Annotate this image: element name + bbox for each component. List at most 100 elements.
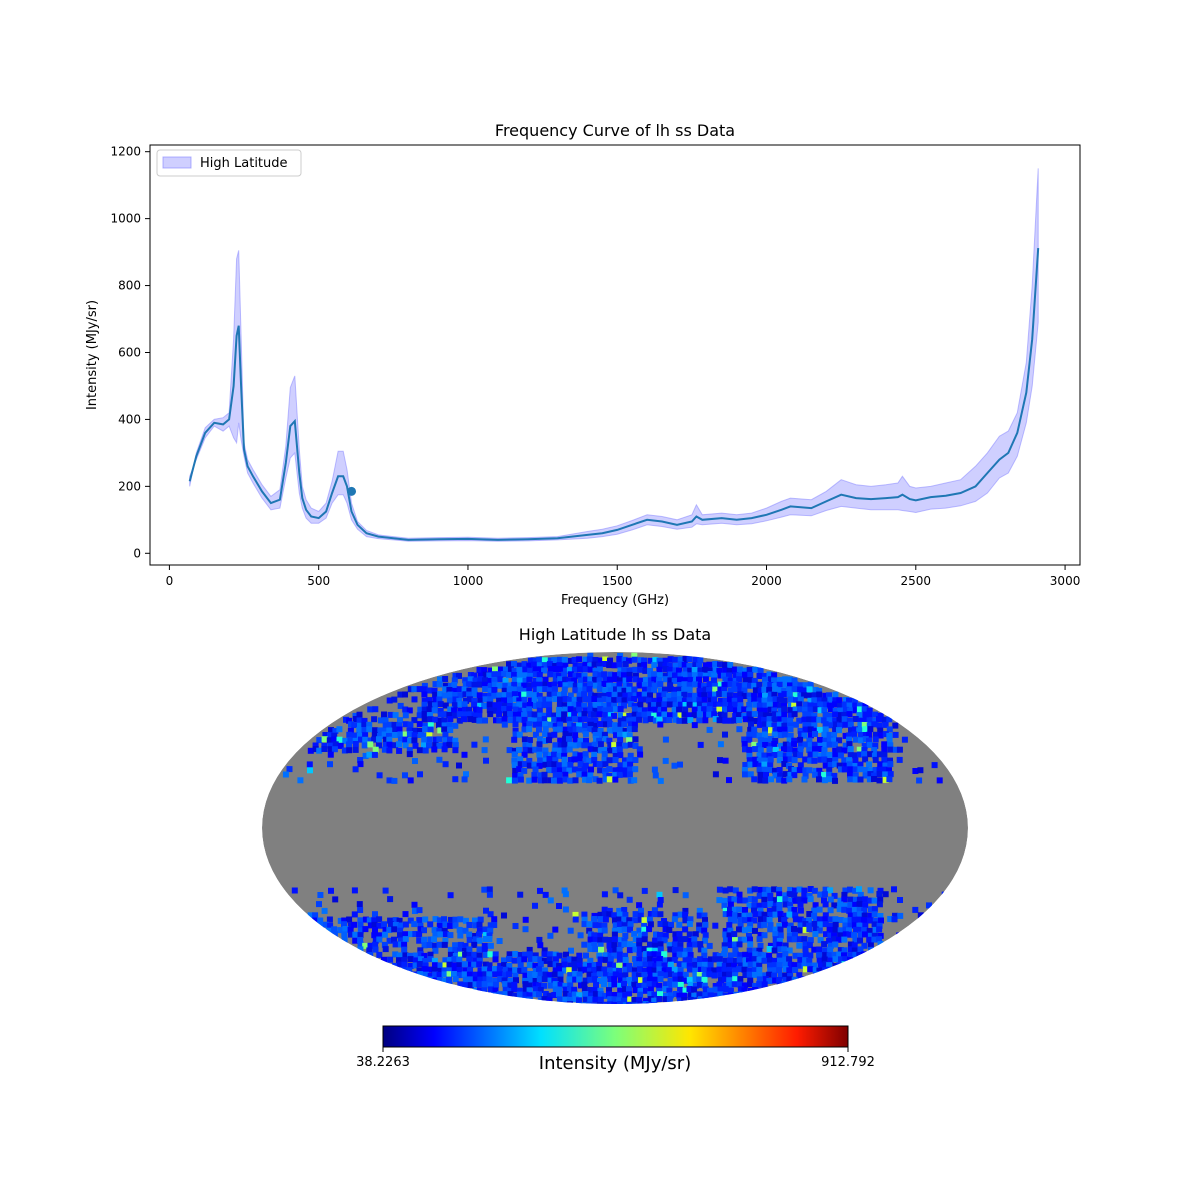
map-pixel <box>721 897 728 904</box>
map-pixel <box>432 916 439 923</box>
map-pixel <box>562 906 569 913</box>
map-pixel <box>622 966 629 973</box>
map-pixel <box>476 981 483 988</box>
map-pixel <box>542 761 549 768</box>
map-pixel <box>637 666 644 673</box>
map-pixel <box>697 946 704 953</box>
map-pixel <box>672 972 678 979</box>
map-pixel <box>761 891 768 898</box>
map-pixel <box>877 732 884 739</box>
map-pixel <box>417 771 423 778</box>
map-pixel <box>486 701 493 708</box>
map-pixel <box>682 917 689 924</box>
map-pixel <box>791 702 798 709</box>
map-pixel <box>881 752 888 758</box>
map-pixel <box>451 707 458 714</box>
map-pixel <box>631 702 638 709</box>
map-pixel <box>822 961 829 968</box>
map-pixel <box>592 946 599 953</box>
map-pixel <box>737 952 744 959</box>
map-pixel <box>536 677 543 684</box>
map-pixel <box>667 686 674 693</box>
map-pixel <box>633 961 639 968</box>
map-pixel <box>872 917 879 924</box>
map-pixel <box>722 907 729 914</box>
map-pixel <box>816 946 823 953</box>
map-pixel <box>787 746 793 753</box>
map-pixel <box>886 767 892 774</box>
map-pixel <box>666 927 673 933</box>
map-pixel <box>756 766 763 773</box>
map-pixel <box>381 746 388 753</box>
map-pixel <box>467 961 474 968</box>
map-pixel <box>856 706 863 713</box>
map-pixel <box>792 887 798 894</box>
map-pixel <box>561 671 568 678</box>
map-pixel <box>637 751 644 758</box>
map-pixel <box>421 966 428 973</box>
map-pixel <box>627 761 634 768</box>
map-pixel <box>876 751 883 758</box>
map-pixel <box>791 907 798 913</box>
map-pixel <box>617 982 624 989</box>
map-pixel <box>562 986 569 993</box>
map-pixel <box>761 673 768 679</box>
map-pixel <box>472 981 479 988</box>
map-pixel <box>616 997 623 1004</box>
map-pixel <box>462 711 469 718</box>
map-pixel <box>756 752 763 759</box>
map-pixel <box>612 887 619 894</box>
map-pixel <box>847 912 854 919</box>
map-pixel <box>552 666 559 672</box>
map-pixel <box>411 732 418 739</box>
map-pixel <box>827 907 834 914</box>
map-pixel <box>626 732 633 739</box>
map-pixel <box>537 772 544 779</box>
map-pixel <box>546 701 553 708</box>
map-pixel <box>617 977 624 984</box>
map-pixel <box>732 666 738 673</box>
map-pixel <box>838 766 844 773</box>
map-pixel <box>681 691 688 698</box>
map-pixel <box>452 722 459 729</box>
map-pixel <box>627 701 634 708</box>
map-pixel <box>872 767 879 773</box>
map-pixel <box>527 956 534 963</box>
map-pixel <box>722 757 729 764</box>
map-pixel <box>562 771 569 778</box>
map-pixel <box>552 981 559 988</box>
map-pixel <box>477 916 484 923</box>
map-pixel <box>721 712 728 719</box>
map-pixel <box>481 981 488 988</box>
map-pixel <box>722 986 729 993</box>
map-pixel <box>796 767 803 774</box>
map-pixel <box>848 727 854 734</box>
map-pixel <box>727 706 733 712</box>
map-pixel <box>797 736 804 743</box>
map-pixel <box>677 911 684 918</box>
map-pixel <box>537 956 544 963</box>
map-pixel <box>567 762 574 768</box>
map-pixel <box>662 921 669 928</box>
map-pixel <box>767 682 774 688</box>
map-pixel <box>747 761 754 768</box>
map-pixel <box>452 953 459 959</box>
map-pixel <box>876 936 883 943</box>
map-pixel <box>491 692 498 699</box>
map-pixel <box>812 731 818 737</box>
map-pixel <box>701 702 708 709</box>
map-pixel <box>427 956 434 963</box>
map-pixel <box>631 686 638 693</box>
map-pixel <box>351 722 358 729</box>
map-pixel <box>556 672 563 679</box>
map-pixel <box>542 971 549 978</box>
map-pixel <box>521 767 528 774</box>
map-pixel <box>597 721 603 728</box>
map-pixel <box>747 981 754 988</box>
map-pixel <box>527 657 534 664</box>
map-pixel <box>836 727 842 734</box>
map-pixel <box>702 992 709 999</box>
map-pixel <box>687 992 694 999</box>
map-pixel <box>406 967 413 974</box>
map-pixel <box>552 757 559 764</box>
